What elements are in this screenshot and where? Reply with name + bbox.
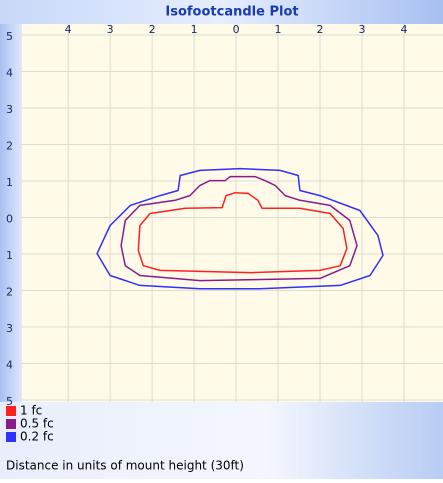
y-tick-label: 5 bbox=[6, 395, 13, 408]
plot-area bbox=[22, 24, 443, 402]
legend-label: 0.2 fc bbox=[20, 430, 54, 444]
x-tick-label: 1 bbox=[191, 23, 198, 36]
y-tick-label: 4 bbox=[6, 66, 13, 79]
y-tick-label: 2 bbox=[6, 139, 13, 152]
x-tick-label: 0 bbox=[233, 23, 240, 36]
x-tick-label: 4 bbox=[65, 23, 72, 36]
y-axis-strip bbox=[0, 24, 22, 402]
y-tick-label: 0 bbox=[6, 212, 13, 225]
x-tick-label: 3 bbox=[107, 23, 114, 36]
y-tick-label: 2 bbox=[6, 285, 13, 298]
contour-line bbox=[137, 191, 348, 274]
legend-label: 1 fc bbox=[20, 404, 42, 418]
header bbox=[0, 0, 443, 24]
legend-label: 0.5 fc bbox=[20, 417, 54, 431]
y-tick-label: 5 bbox=[6, 30, 13, 43]
y-tick-label: 3 bbox=[6, 322, 13, 335]
x-tick-label: 2 bbox=[317, 23, 324, 36]
legend-swatch bbox=[6, 406, 16, 416]
y-tick-label: 4 bbox=[6, 358, 13, 371]
contour-line bbox=[96, 167, 384, 290]
x-tick-label: 3 bbox=[358, 23, 365, 36]
y-tick-label: 1 bbox=[6, 249, 13, 262]
note: Distance in units of mount height (30ft) bbox=[6, 459, 244, 473]
legend-swatch bbox=[6, 432, 16, 442]
x-tick-label: 2 bbox=[149, 23, 156, 36]
chart-title: Isofootcandle Plot bbox=[165, 5, 298, 20]
y-tick-label: 3 bbox=[6, 103, 13, 116]
legend-swatch bbox=[6, 419, 16, 429]
x-tick-label: 4 bbox=[400, 23, 407, 36]
y-tick-label: 1 bbox=[6, 176, 13, 189]
legend-area bbox=[0, 402, 443, 479]
x-tick-label: 1 bbox=[275, 23, 282, 36]
contour-line bbox=[120, 175, 358, 282]
